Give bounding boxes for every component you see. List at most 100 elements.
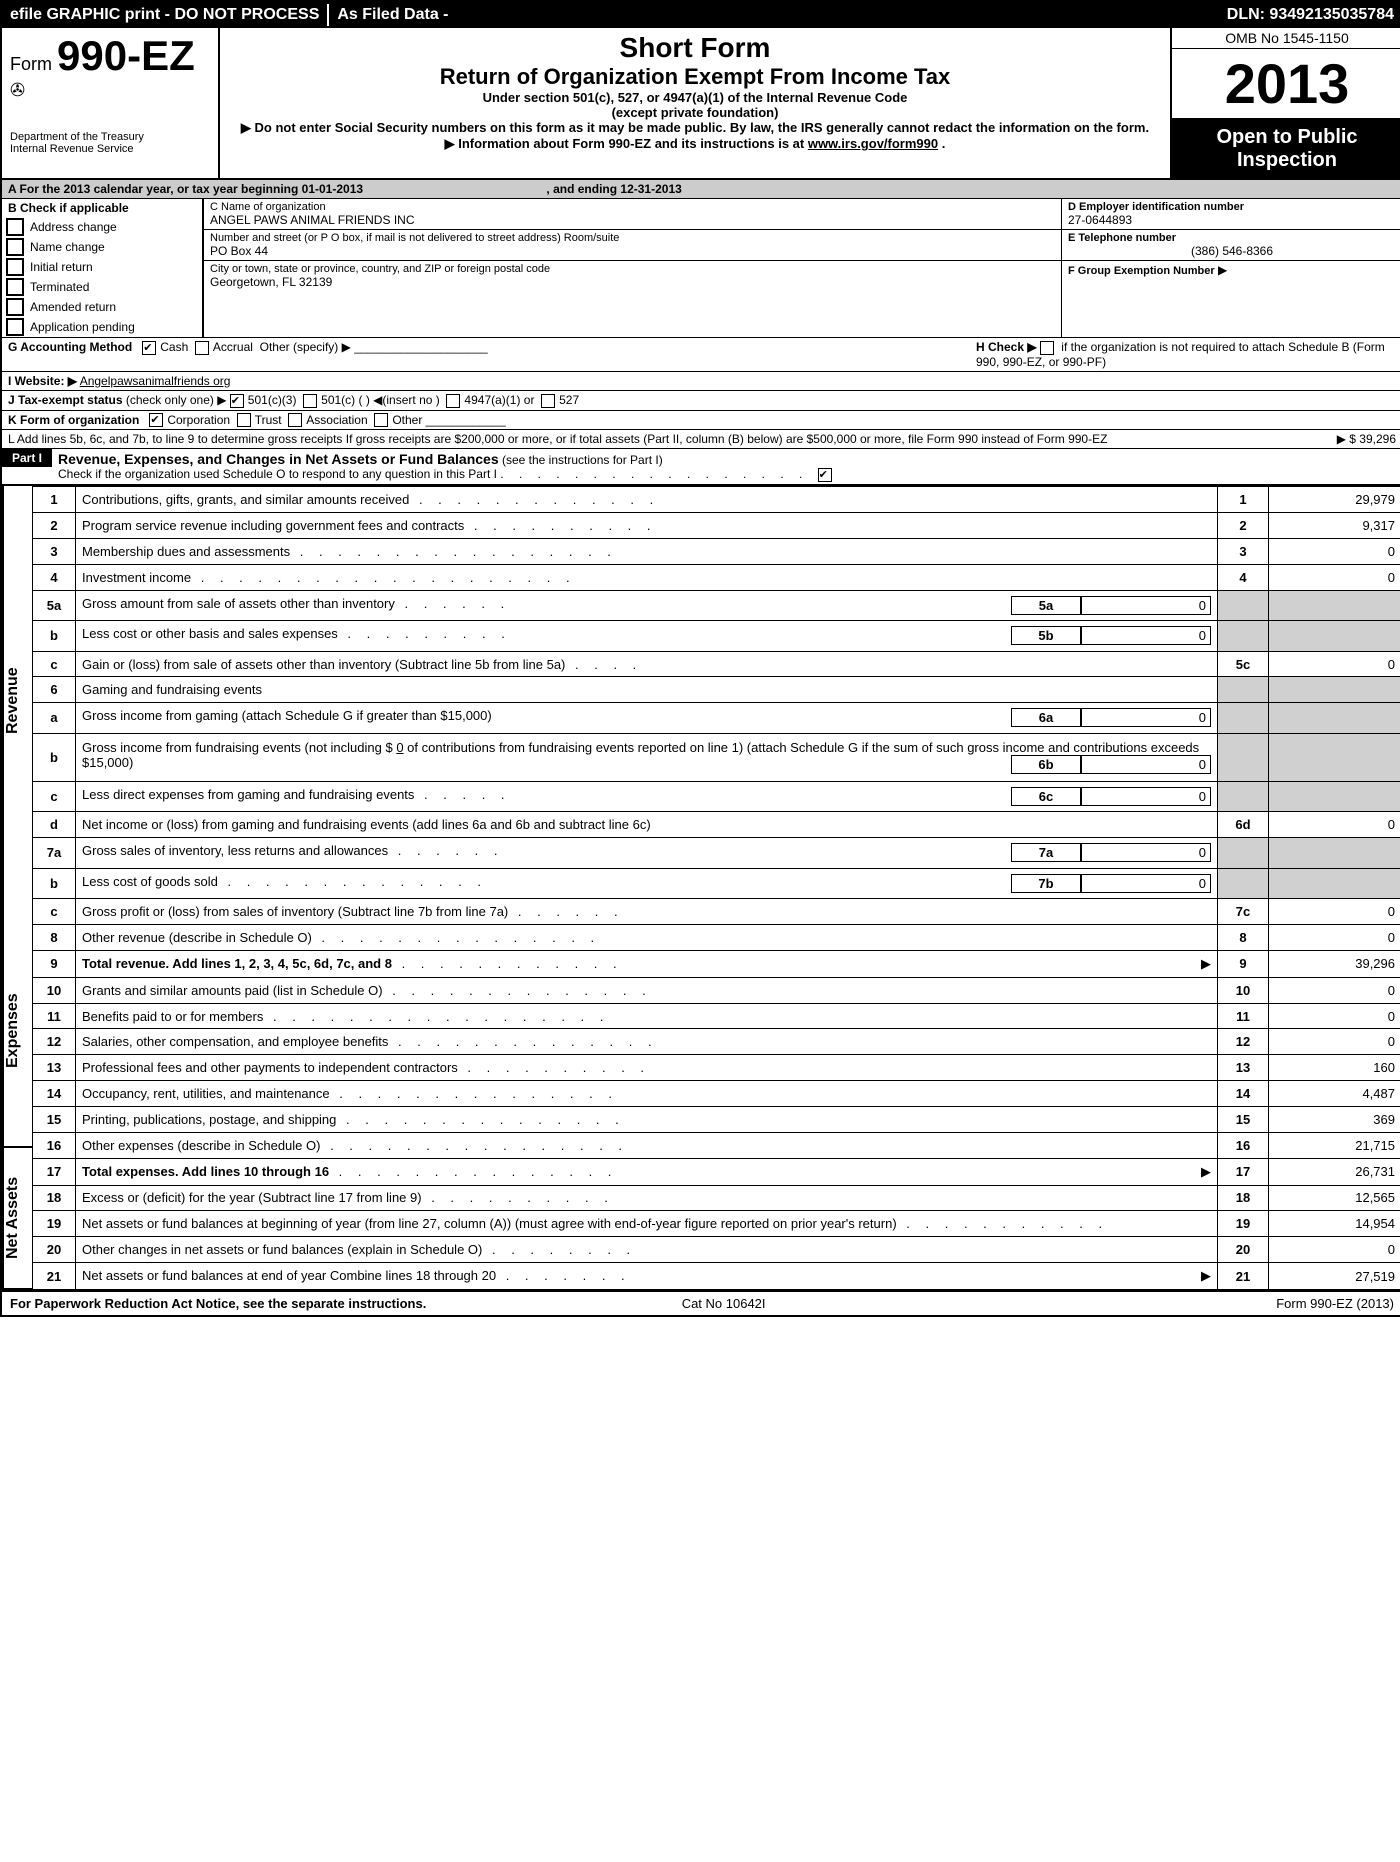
line-21: 21Net assets or fund balances at end of …	[33, 1262, 1400, 1289]
chk-assoc[interactable]	[288, 413, 302, 427]
under-section: Under section 501(c), 527, or 4947(a)(1)…	[228, 90, 1162, 105]
chk-h[interactable]	[1040, 341, 1054, 355]
k-corp: Corporation	[167, 413, 230, 427]
line-7c: cGross profit or (loss) from sales of in…	[33, 899, 1400, 925]
chk-corp[interactable]	[149, 413, 163, 427]
section-k: K Form of organization Corporation Trust…	[2, 411, 1400, 431]
line-8: 8Other revenue (describe in Schedule O) …	[33, 925, 1400, 951]
line-17: 17Total expenses. Add lines 10 through 1…	[33, 1158, 1400, 1185]
chk-address[interactable]: Address change	[2, 217, 202, 237]
short-form: Short Form	[228, 32, 1162, 64]
j-501c: 501(c) ( ) ◀(insert no )	[321, 393, 440, 407]
form-prefix: Form	[10, 54, 52, 74]
line-2: 2Program service revenue including gover…	[33, 513, 1400, 539]
section-b-title: B Check if applicable	[2, 199, 202, 217]
chk-501c[interactable]	[303, 394, 317, 408]
website-link[interactable]: Angelpawsanimalfriends org	[80, 374, 231, 388]
c-addr-label: Number and street (or P O box, if mail i…	[210, 232, 1055, 244]
l-amount: ▶ $ 39,296	[1337, 432, 1396, 446]
phone: (386) 546-8366	[1068, 244, 1396, 258]
part1-bar: Part I	[2, 449, 52, 467]
chk-other[interactable]	[374, 413, 388, 427]
part1-title: Revenue, Expenses, and Changes in Net As…	[58, 451, 499, 467]
return-title: Return of Organization Exempt From Incom…	[228, 64, 1162, 90]
chk-527[interactable]	[541, 394, 555, 408]
tax-year: 2013	[1172, 49, 1400, 120]
side-expenses: Expenses	[2, 916, 32, 1148]
chk-name[interactable]: Name change	[2, 237, 202, 257]
line-1: 1Contributions, gifts, grants, and simil…	[33, 487, 1400, 513]
j-501c3: 501(c)(3)	[248, 393, 297, 407]
footer-right: Form 990-EZ (2013)	[1276, 1296, 1394, 1311]
chk-accrual[interactable]	[195, 341, 209, 355]
g-cash: Cash	[160, 340, 188, 354]
line-14: 14Occupancy, rent, utilities, and mainte…	[33, 1081, 1400, 1107]
topbar-left1: efile GRAPHIC print - DO NOT PROCESS	[2, 4, 327, 26]
line-18: 18Excess or (deficit) for the year (Subt…	[33, 1185, 1400, 1211]
chk-part1-scho[interactable]	[818, 468, 832, 482]
h-check: H Check ▶	[976, 340, 1037, 354]
line-7b: b Less cost of goods sold . . . . . . . …	[33, 868, 1400, 899]
k-label: K Form of organization	[8, 413, 139, 427]
line-6d: dNet income or (loss) from gaming and fu…	[33, 812, 1400, 838]
line-11: 11Benefits paid to or for members . . . …	[33, 1003, 1400, 1029]
org-addr: PO Box 44	[210, 244, 1055, 258]
chk-501c3[interactable]	[230, 394, 244, 408]
chk-4947[interactable]	[446, 394, 460, 408]
ein: 27-0644893	[1068, 213, 1396, 227]
line-7a: 7a Gross sales of inventory, less return…	[33, 838, 1400, 869]
info-link[interactable]: www.irs.gov/form990	[808, 136, 938, 151]
chk-name-label: Name change	[30, 240, 105, 254]
line-6a: a Gross income from gaming (attach Sched…	[33, 703, 1400, 734]
section-b: B Check if applicable Address change Nam…	[2, 199, 204, 337]
line-10: 10Grants and similar amounts paid (list …	[33, 977, 1400, 1003]
chk-terminated[interactable]: Terminated	[2, 277, 202, 297]
chk-cash[interactable]	[142, 341, 156, 355]
line-6: 6Gaming and fundraising events	[33, 677, 1400, 703]
chk-address-label: Address change	[30, 220, 117, 234]
k-trust: Trust	[255, 413, 282, 427]
part1-header: Part I Revenue, Expenses, and Changes in…	[2, 449, 1400, 486]
f-label: F Group Exemption Number	[1068, 265, 1215, 277]
chk-terminated-label: Terminated	[30, 280, 89, 294]
dept2: Internal Revenue Service	[10, 143, 210, 155]
chk-trust[interactable]	[237, 413, 251, 427]
line-5b: b Less cost or other basis and sales exp…	[33, 621, 1400, 652]
org-city: Georgetown, FL 32139	[210, 275, 1055, 289]
info-suffix: .	[942, 136, 946, 151]
l-text: L Add lines 5b, 6c, and 7b, to line 9 to…	[8, 432, 1107, 446]
header-row: Form 990-EZ ✇ Department of the Treasury…	[2, 28, 1400, 180]
info-prefix: ▶ Information about Form 990-EZ and its …	[445, 136, 808, 151]
j-label: J Tax-exempt status	[8, 393, 123, 407]
line-6c: c Less direct expenses from gaming and f…	[33, 781, 1400, 812]
part1-sub: (see the instructions for Part I)	[502, 453, 663, 467]
chk-amended-label: Amended return	[30, 300, 116, 314]
section-a-ending: , and ending 12-31-2013	[546, 182, 681, 196]
line-5a: 5a Gross amount from sale of assets othe…	[33, 590, 1400, 621]
line-19: 19Net assets or fund balances at beginni…	[33, 1211, 1400, 1237]
info-about: ▶ Information about Form 990-EZ and its …	[228, 136, 1162, 152]
line-4: 4Investment income . . . . . . . . . . .…	[33, 564, 1400, 590]
open-to-public: Open to Public Inspection	[1172, 120, 1400, 178]
section-a: A For the 2013 calendar year, or tax yea…	[2, 180, 1400, 199]
footer-left: For Paperwork Reduction Act Notice, see …	[10, 1296, 426, 1311]
line-16: 16Other expenses (describe in Schedule O…	[33, 1132, 1400, 1158]
g-accrual: Accrual	[213, 340, 253, 354]
form-990ez-page: efile GRAPHIC print - DO NOT PROCESS As …	[0, 0, 1400, 1317]
h-rest: if the organization is not required to a…	[976, 340, 1385, 369]
k-assoc: Association	[306, 413, 367, 427]
org-name: ANGEL PAWS ANIMAL FRIENDS INC	[210, 213, 1055, 227]
section-def: D Employer identification number 27-0644…	[1061, 199, 1400, 337]
footer: For Paperwork Reduction Act Notice, see …	[2, 1290, 1400, 1315]
do-not-enter: ▶ Do not enter Social Security numbers o…	[228, 120, 1162, 136]
omb-number: OMB No 1545-1150	[1172, 28, 1400, 49]
f-arrow: ▶	[1218, 263, 1227, 277]
line-15: 15Printing, publications, postage, and s…	[33, 1106, 1400, 1132]
line-13: 13Professional fees and other payments t…	[33, 1055, 1400, 1081]
footer-mid: Cat No 10642I	[682, 1296, 766, 1311]
g-other: Other (specify) ▶	[260, 340, 351, 354]
k-other: Other	[392, 413, 422, 427]
chk-pending[interactable]: Application pending	[2, 317, 202, 337]
chk-initial[interactable]: Initial return	[2, 257, 202, 277]
chk-amended[interactable]: Amended return	[2, 297, 202, 317]
